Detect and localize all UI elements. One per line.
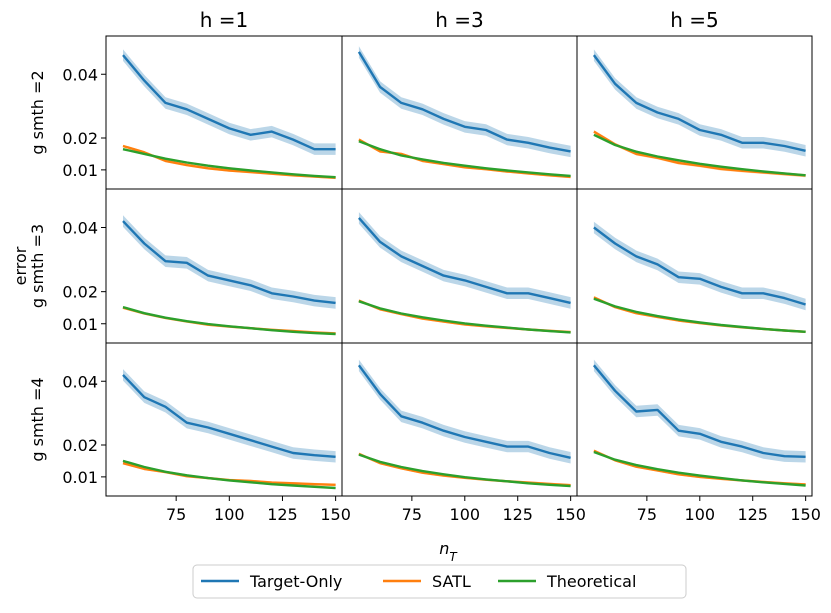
band-theoretical — [123, 148, 336, 179]
x-tick-label: 75 — [166, 505, 186, 524]
row-label: g smth =4 — [28, 377, 47, 461]
band-satl — [123, 306, 336, 335]
band-target-only — [593, 359, 806, 463]
y-tick-label: 0.02 — [62, 129, 98, 148]
x-tick-label: 100 — [450, 505, 481, 524]
line-theoretical — [358, 300, 571, 334]
x-tick-label: 125 — [267, 505, 298, 524]
line-theoretical — [358, 140, 571, 178]
band-satl — [593, 296, 806, 334]
band-satl — [358, 299, 571, 334]
band-target-only — [593, 221, 806, 311]
line-target-only — [592, 364, 806, 458]
line-satl — [358, 452, 571, 487]
panel-frame — [576, 342, 813, 497]
band-target-only — [123, 215, 336, 309]
line-satl — [358, 299, 571, 334]
panel-r2-c1: 75 100 125 150 — [341, 342, 586, 524]
band-theoretical — [358, 300, 571, 334]
line-satl — [122, 144, 336, 179]
band-target-only — [123, 369, 336, 463]
line-satl — [593, 296, 806, 333]
band-theoretical — [593, 297, 806, 333]
x-tick-label: 150 — [790, 505, 821, 524]
panel-r0-c2 — [576, 35, 813, 190]
line-target-only — [357, 51, 571, 153]
legend-label: SATL — [432, 572, 471, 591]
x-axis-label: nT — [439, 539, 458, 564]
row-label: g smth =2 — [28, 70, 47, 154]
y-tick-label: 0.02 — [62, 436, 98, 455]
y-tick-label: 0.01 — [62, 161, 98, 180]
y-tick-label: 0.02 — [62, 283, 98, 302]
band-target-only — [358, 46, 571, 158]
y-tick-label: 0.04 — [62, 372, 98, 391]
x-tick-label: 125 — [502, 505, 533, 524]
x-tick-label: 75 — [637, 505, 657, 524]
y-tick-label: 0.01 — [62, 468, 98, 487]
column-title: h =1 — [200, 8, 249, 32]
column-title: h =3 — [435, 8, 484, 32]
x-tick-label: 150 — [555, 505, 586, 524]
panel-r0-c1 — [341, 35, 578, 190]
line-theoretical — [593, 133, 806, 177]
shared-y-label: error — [11, 246, 30, 285]
column-title: h =5 — [670, 8, 719, 32]
y-tick-label: 0.04 — [62, 219, 98, 238]
band-satl — [123, 461, 336, 487]
panel-frame — [576, 188, 813, 344]
legend-box — [192, 564, 687, 599]
line-target-only — [592, 54, 806, 152]
x-tick-label: 125 — [737, 505, 768, 524]
band-target-only — [358, 212, 571, 309]
band-target-only — [593, 49, 806, 157]
panel-frame — [105, 188, 343, 344]
x-tick-label: 100 — [214, 505, 245, 524]
legend-label: Target-Only — [249, 572, 342, 591]
panel-r1-c2 — [576, 188, 813, 344]
line-theoretical — [593, 297, 806, 333]
panel-frame — [105, 342, 343, 497]
line-theoretical — [122, 148, 336, 179]
band-target-only — [358, 359, 571, 464]
band-satl — [358, 452, 571, 487]
legend-label: Theoretical — [546, 572, 636, 591]
panel-r2-c2: 75 100 125 150 — [576, 342, 821, 524]
y-tick-label: 0.01 — [62, 315, 98, 334]
panel-r1-c1 — [341, 188, 578, 344]
line-target-only — [358, 217, 571, 305]
panel-r0-c0: 0.01 0.02 0.04 — [62, 35, 343, 190]
row-label: g smth =3 — [28, 224, 47, 308]
line-theoretical — [358, 453, 571, 488]
panel-r2-c0: 0.01 0.02 0.04 75 100 125 150 — [62, 342, 351, 524]
line-theoretical — [122, 305, 336, 336]
x-tick-label: 75 — [402, 505, 422, 524]
band-target-only — [123, 49, 336, 155]
line-satl — [122, 306, 336, 335]
panel-frame — [341, 188, 578, 344]
panel-r1-c0: 0.01 0.02 0.04 — [62, 188, 343, 344]
y-tick-label: 0.04 — [62, 65, 98, 84]
line-target-only — [357, 364, 571, 459]
line-theoretical — [122, 459, 336, 490]
line-target-only — [122, 54, 336, 151]
line-satl — [593, 130, 806, 177]
panel-frame — [105, 35, 343, 190]
panel-frame — [341, 342, 578, 497]
legend: Target-Only SATL Theoretical — [192, 564, 687, 599]
line-target-only — [122, 220, 336, 305]
line-target-only — [122, 374, 336, 458]
line-theoretical — [593, 450, 806, 487]
x-tick-label: 100 — [685, 505, 716, 524]
band-satl — [593, 130, 806, 178]
line-target-only — [593, 226, 806, 306]
x-tick-label: 150 — [320, 505, 351, 524]
